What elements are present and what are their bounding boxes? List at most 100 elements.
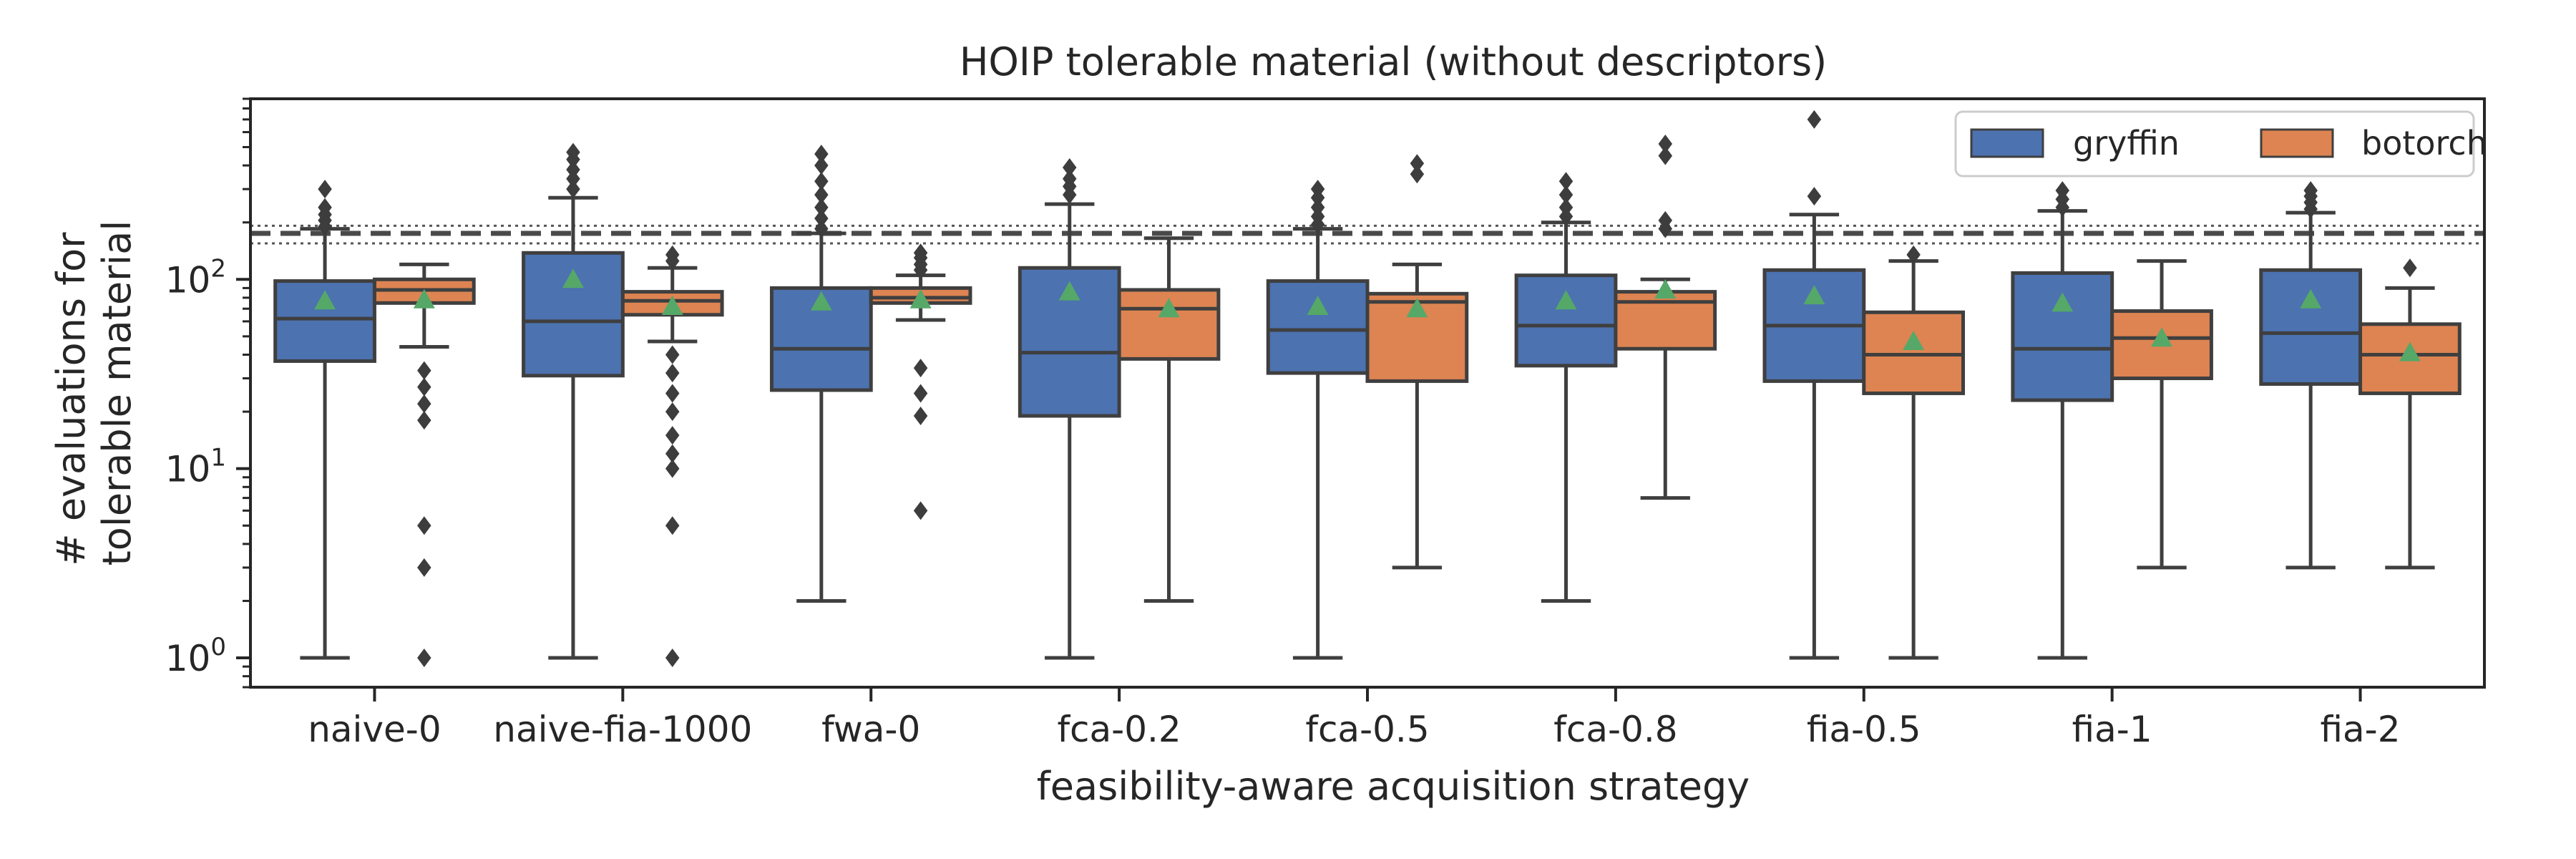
x-tick-label: fwa-0	[821, 709, 920, 750]
box-gryffin-fca-0.8	[1514, 172, 1618, 603]
legend-label-botorch: botorch	[2361, 124, 2487, 162]
outlier-point	[1807, 110, 1822, 129]
y-axis-label: # evaluations for tolerable material	[49, 220, 140, 566]
outlier-point	[665, 516, 680, 535]
box-botorch-fia-1	[2110, 259, 2213, 570]
y-tick-label: 102	[165, 254, 226, 301]
box-gryffin-naive-0	[273, 180, 376, 660]
legend-swatch-botorch	[2260, 128, 2334, 158]
box-botorch-fca-0.2	[1117, 236, 1221, 603]
outlier-point	[1062, 158, 1077, 178]
box-gryffin-fia-2	[2259, 181, 2363, 570]
outlier-point	[665, 364, 680, 383]
outlier-point	[814, 209, 829, 228]
outlier-point	[1310, 180, 1325, 199]
box-iqr	[2011, 271, 2114, 402]
x-axis-label: feasibility-aware acquisition strategy	[1037, 764, 1750, 809]
outlier-point	[913, 501, 928, 520]
outlier-point	[665, 245, 680, 264]
outlier-point	[665, 426, 680, 445]
y-tick-label-base: 10	[165, 259, 211, 301]
x-tick-label: fca-0.5	[1305, 709, 1429, 750]
y-axis-label-line-1: # evaluations for	[49, 232, 94, 566]
mean-marker	[1555, 290, 1577, 310]
mean-marker	[1803, 285, 1825, 305]
y-tick-label-base: 10	[165, 449, 211, 490]
box-iqr	[1862, 310, 1966, 395]
mean-marker	[661, 296, 683, 316]
x-tick-label: fia-2	[2321, 709, 2401, 750]
y-tick-label-exponent: 0	[210, 633, 226, 661]
outlier-point	[566, 180, 580, 199]
mean-marker	[810, 291, 832, 311]
outlier-point	[1658, 134, 1673, 153]
box-botorch-fwa-0	[869, 243, 972, 520]
x-tick-label: fca-0.2	[1057, 709, 1181, 750]
outlier-point	[814, 145, 829, 164]
legend: gryffin botorch	[1954, 110, 2487, 178]
box-gryffin-naive-fia-1000	[522, 142, 625, 660]
legend-frame	[1954, 110, 2475, 178]
outlier-point	[665, 402, 680, 422]
x-tick-label: fia-0.5	[1807, 709, 1921, 750]
outlier-point	[566, 160, 580, 179]
outlier-point	[814, 219, 829, 238]
outlier-point	[665, 459, 680, 478]
outlier-point	[814, 198, 829, 217]
y-tick-label: 101	[165, 444, 226, 490]
box-gryffin-fwa-0	[769, 145, 873, 603]
outlier-point	[913, 243, 928, 263]
outlier-point	[913, 406, 928, 425]
y-tick-label-base: 10	[165, 638, 211, 679]
outlier-point	[1410, 165, 1425, 184]
y-tick-label: 100	[165, 633, 226, 679]
mean-marker	[314, 290, 336, 310]
box-botorch-fca-0.5	[1365, 154, 1469, 570]
outlier-point	[2303, 181, 2318, 200]
outlier-point	[2403, 258, 2417, 278]
outlier-point	[318, 198, 332, 217]
outlier-point	[913, 359, 928, 378]
chart-title: HOIP tolerable material (without descrip…	[960, 39, 1827, 84]
box-botorch-fia-0.5	[1862, 245, 1966, 660]
outlier-point	[417, 649, 431, 668]
outlier-point	[665, 444, 680, 463]
outlier-point	[566, 142, 580, 162]
outlier-point	[1807, 187, 1822, 206]
outlier-point	[665, 649, 680, 668]
outlier-point	[1558, 172, 1574, 191]
outlier-point	[417, 394, 431, 414]
y-axis-label-line-2: tolerable material	[94, 220, 140, 566]
mean-marker	[909, 288, 932, 309]
mean-marker	[2300, 288, 2322, 309]
box-gryffin-fia-0.5	[1762, 110, 1866, 660]
x-tick-label: fca-0.8	[1553, 709, 1677, 750]
outlier-point	[1558, 198, 1574, 217]
mean-marker	[1406, 298, 1428, 318]
box-botorch-fia-2	[2358, 258, 2462, 570]
legend-label-gryffin: gryffin	[2073, 124, 2180, 162]
mean-marker	[1307, 296, 1329, 316]
outlier-point	[2055, 181, 2070, 200]
mean-marker	[2051, 292, 2074, 312]
outlier-point	[1906, 245, 1921, 264]
x-tick-label: fia-1	[2072, 709, 2152, 750]
box-gryffin-fca-0.5	[1266, 180, 1370, 660]
plot-area	[250, 110, 2484, 668]
outlier-point	[1410, 154, 1425, 173]
axes-frame	[249, 97, 2486, 689]
outlier-point	[814, 172, 829, 191]
outlier-point	[814, 156, 829, 175]
box-gryffin-fia-1	[2011, 181, 2114, 660]
box-iqr	[1266, 279, 1370, 375]
mean-marker	[1058, 281, 1080, 301]
mean-marker	[2151, 327, 2173, 347]
mean-marker	[562, 268, 584, 288]
x-tick-label: naive-fia-1000	[493, 709, 752, 750]
mean-marker	[1903, 330, 1925, 350]
outlier-point	[1310, 198, 1325, 217]
outlier-point	[417, 361, 431, 380]
outlier-point	[814, 185, 829, 205]
